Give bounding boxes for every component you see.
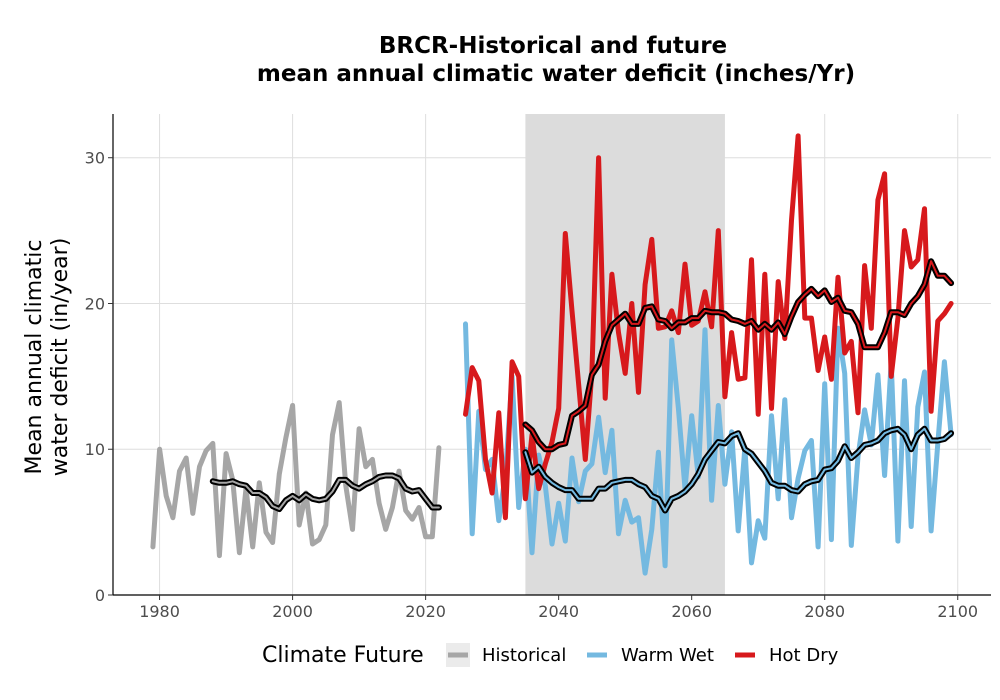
- chart-title-line1: BRCR-Historical and future: [379, 33, 727, 59]
- x-tick-label-2000: 2000: [272, 602, 313, 621]
- plot-area: 1980 2000 2020 2040 2060 2080 2100 0 10 20 30: [85, 114, 991, 621]
- y-tick-label-10: 10: [85, 440, 105, 459]
- legend-label-historical: Historical: [482, 645, 566, 666]
- legend-label-warm-wet: Warm Wet: [621, 645, 714, 666]
- y-tick-label-0: 0: [95, 586, 105, 605]
- series-line-warm-wet: [463, 321, 954, 576]
- x-tick-label-2060: 2060: [671, 602, 712, 621]
- x-tick-label-1980: 1980: [139, 602, 180, 621]
- series-line-historical: [150, 400, 442, 559]
- series-core-hot-dry-running-mean: [524, 260, 953, 451]
- y-tick-label-30: 30: [85, 149, 105, 168]
- y-axis-label-line2: water deficit (in/year): [48, 238, 73, 477]
- x-tick-label-2100: 2100: [937, 602, 978, 621]
- legend: Climate Future Historical Warm Wet Hot D…: [262, 643, 839, 668]
- x-tick-label-2040: 2040: [538, 602, 579, 621]
- chart-title-line2: mean annual climatic water deficit (inch…: [257, 61, 855, 87]
- legend-title: Climate Future: [262, 643, 424, 668]
- series-core-historical-running-mean: [211, 474, 440, 510]
- y-tick-label-20: 20: [85, 294, 105, 313]
- series-core-warm-wet-running-mean: [524, 427, 953, 512]
- x-tick-label-2020: 2020: [405, 602, 446, 621]
- x-tick-label-2080: 2080: [804, 602, 845, 621]
- y-axis-label-line1: Mean annual climatic: [22, 240, 47, 475]
- legend-label-hot-dry: Hot Dry: [769, 645, 839, 666]
